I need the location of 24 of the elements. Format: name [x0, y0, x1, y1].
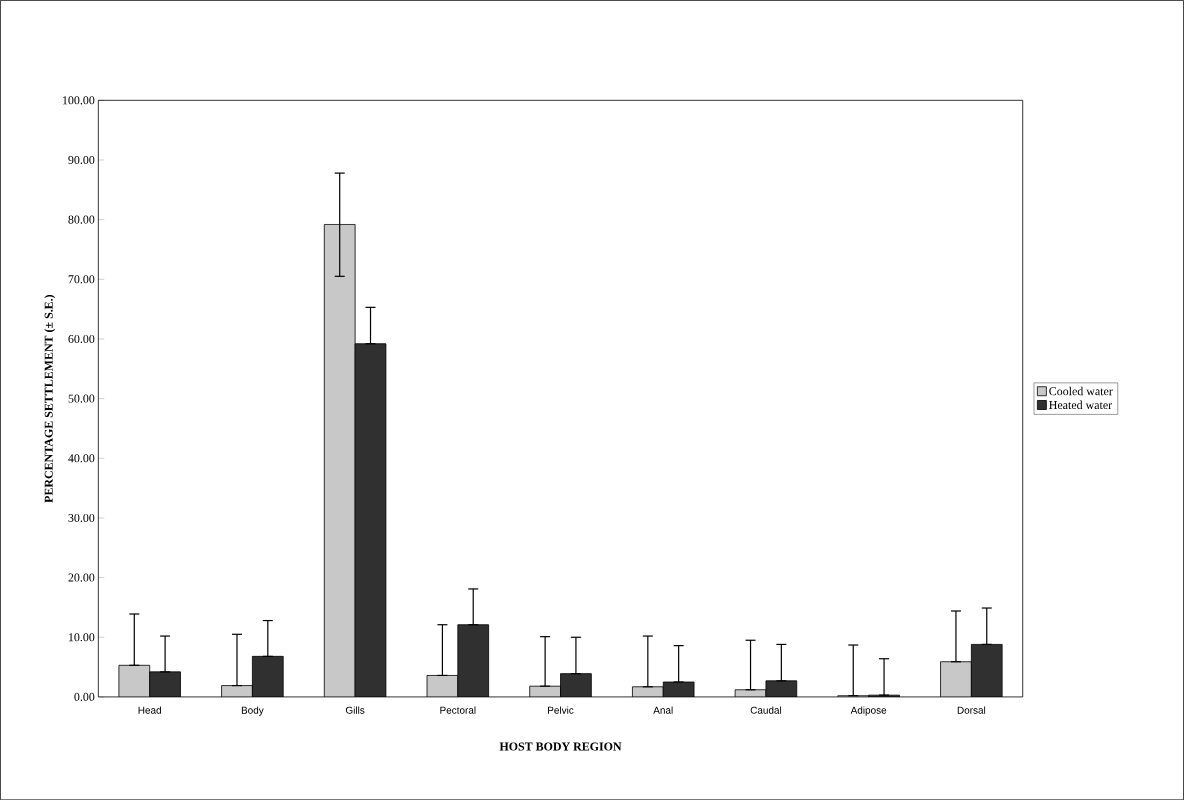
x-axis-title: HOST BODY REGION [499, 742, 622, 751]
y-tick-label: 40.00 [68, 454, 95, 463]
y-axis-title: PERCENTAGE SETTLEMENT (± S.E.) [44, 294, 56, 503]
x-tick-label: Caudal [750, 706, 782, 714]
y-tick-label: 70.00 [68, 275, 95, 284]
x-tick-label: Pectoral [440, 706, 476, 714]
y-tick-label: 30.00 [68, 513, 95, 522]
x-tick-label: Pelvic [548, 706, 574, 714]
legend-label: Heated water [1049, 400, 1113, 409]
y-tick-label: 50.00 [68, 394, 95, 403]
y-tick-label: 100.00 [63, 96, 95, 105]
y-tick-label: 0.00 [74, 692, 95, 701]
x-tick-label: Body [241, 706, 264, 716]
y-tick-label: 20.00 [68, 573, 95, 582]
x-tick-label: Dorsal [957, 706, 986, 714]
y-tick-label: 10.00 [68, 633, 95, 642]
y-tick-label: 80.00 [68, 215, 95, 224]
y-tick-label: 60.00 [68, 334, 95, 343]
legend-label: Cooled water [1049, 386, 1113, 396]
x-tick-label: Gills [345, 706, 365, 714]
x-tick-label: Adipose [850, 706, 887, 716]
x-tick-label: Anal [653, 706, 673, 714]
y-tick-label: 90.00 [68, 155, 95, 164]
x-tick-label: Head [138, 706, 161, 714]
